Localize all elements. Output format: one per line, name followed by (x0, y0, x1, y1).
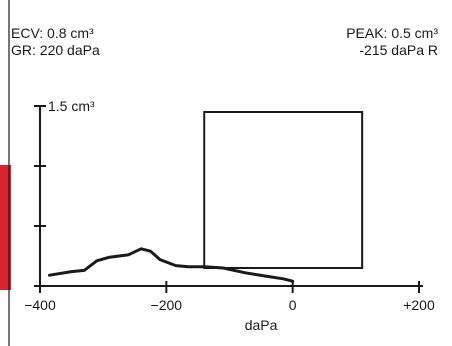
normal-region-box (203, 111, 364, 269)
red-tab-marker (0, 165, 11, 290)
y-max-label: 1.5 cm³ (48, 98, 95, 114)
x-tick-label: −200 (151, 297, 183, 313)
chart-axes (34, 105, 423, 293)
x-tick-label: −400 (24, 297, 56, 313)
peak-pressure-readout: -215 daPa R (359, 42, 438, 58)
normal-region-rect (203, 111, 364, 269)
gradient-readout: GR: 220 daPa (11, 42, 100, 58)
x-axis-label: daPa (245, 317, 278, 333)
x-tick-label: +200 (403, 297, 435, 313)
series-line (48, 247, 295, 283)
compliance-curve (48, 247, 295, 283)
axis-labels: −400 −200 0 +200 daPa 1.5 cm³ (24, 98, 435, 333)
x-tick-label: 0 (289, 297, 297, 313)
peak-readout: PEAK: 0.5 cm³ (346, 25, 438, 41)
ecv-readout: ECV: 0.8 cm³ (11, 25, 94, 41)
